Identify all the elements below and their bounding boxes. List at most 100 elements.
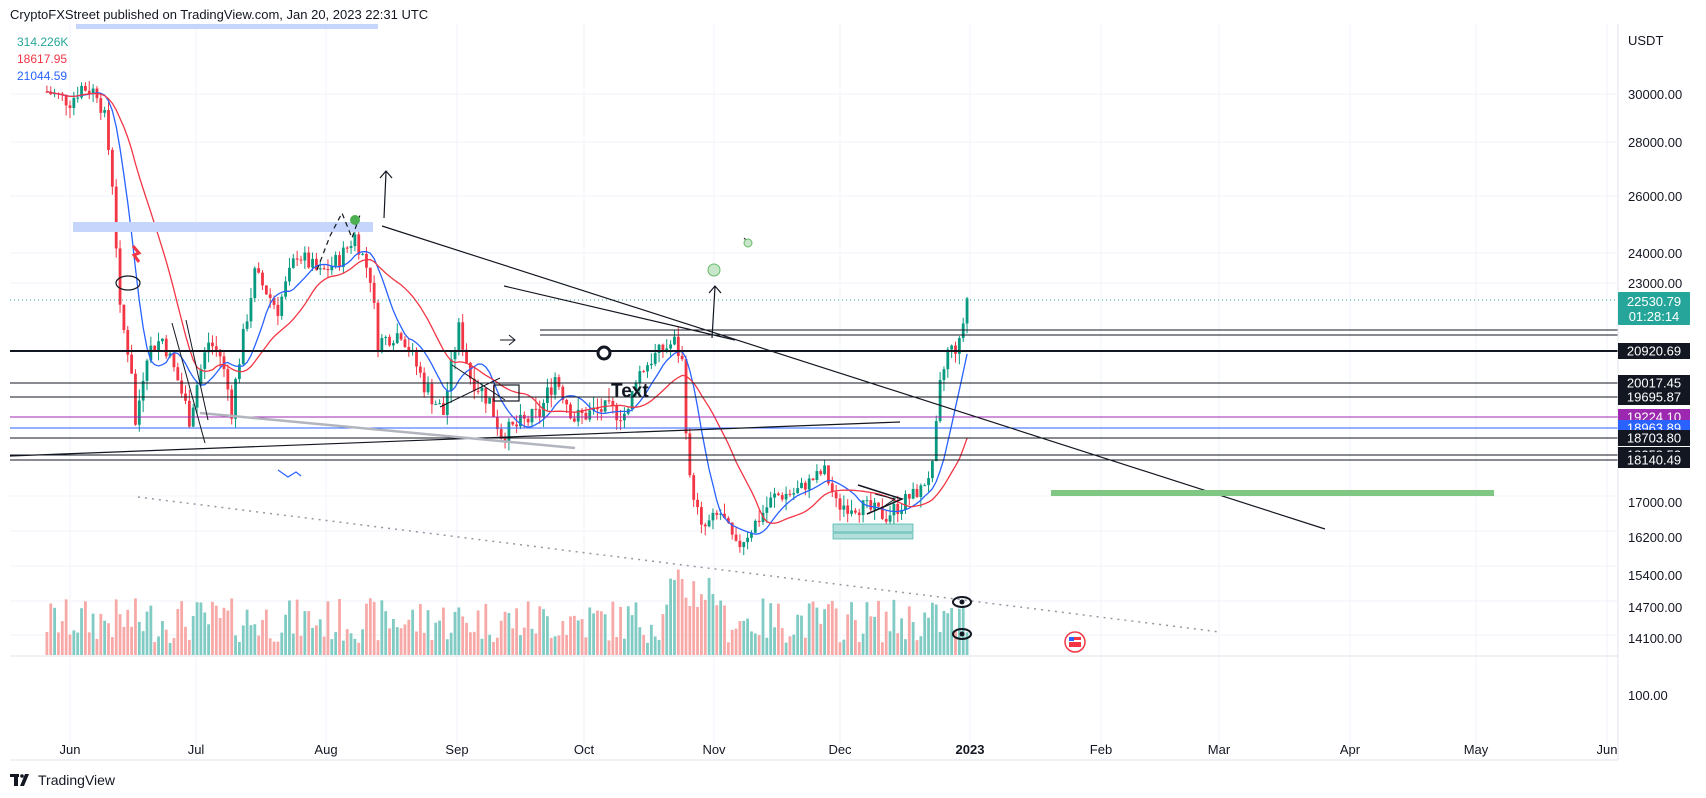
candle (915, 484, 919, 499)
candle (715, 510, 719, 520)
volume-bar (800, 615, 803, 655)
volume-bar (484, 603, 488, 655)
green-target-zone[interactable] (1051, 490, 1494, 496)
candle (530, 408, 534, 427)
price-axis[interactable]: 30000.00 28000.00 26000.00 24000.00 23000.00… (1628, 87, 1682, 703)
triangle-pattern-inner[interactable] (874, 493, 897, 510)
volume-bar (784, 642, 788, 655)
candle (827, 465, 830, 486)
candle (753, 519, 757, 534)
teal-zone-2[interactable] (832, 532, 914, 540)
eye-icon[interactable] (952, 628, 972, 640)
volume-bar (338, 599, 341, 655)
volume-bar (965, 632, 969, 655)
legend-ma-slow: 18617.95 (17, 52, 67, 66)
price-tick-label: 17000.00 (1628, 495, 1682, 510)
footer-brand-label: TradingView (38, 772, 116, 788)
volume-bar (307, 611, 311, 655)
volume-bar (642, 634, 646, 655)
volume-bar (72, 630, 76, 655)
red-flag-mark (131, 245, 142, 263)
time-axis[interactable]: Jun Jul Aug Sep Oct Nov Dec 2023 Feb Mar Apr May Jun (60, 742, 1618, 757)
candle (480, 382, 484, 402)
volume-bar (64, 599, 68, 655)
quote-currency-label: USDT (1628, 33, 1663, 48)
volume-bar (530, 628, 534, 655)
candle (511, 421, 515, 427)
volume-bar (557, 635, 561, 655)
volume-bar (838, 642, 842, 655)
volume-bar (457, 607, 461, 655)
volume-bar (522, 627, 526, 655)
volume-bar (572, 615, 576, 655)
candle (942, 366, 946, 391)
candle (288, 257, 291, 286)
volume-bar (399, 628, 403, 655)
candle (264, 285, 268, 296)
volume-bar (384, 611, 388, 655)
candle (245, 314, 249, 332)
small-green-circle[interactable] (743, 238, 753, 248)
ring-marker[interactable] (596, 345, 612, 361)
blue-zone-top[interactable] (76, 24, 378, 29)
volume-bar (561, 621, 565, 655)
green-dot-aug[interactable] (350, 215, 360, 225)
candle (565, 398, 569, 413)
volume-bar (403, 624, 407, 655)
candle (911, 482, 915, 500)
candle (130, 344, 133, 374)
candle (700, 501, 703, 534)
candle (923, 483, 927, 487)
volume-bar (407, 619, 411, 655)
volume-bar (734, 628, 738, 655)
candle (280, 293, 284, 320)
candle (164, 335, 168, 359)
volume-bar (161, 621, 164, 655)
text-annotation[interactable]: Text (611, 381, 649, 402)
candles (45, 81, 969, 556)
volume-bar (950, 608, 954, 655)
triangle-pattern[interactable] (857, 484, 905, 515)
candle (546, 378, 549, 412)
volume-bar (611, 601, 615, 655)
candle (472, 368, 476, 400)
volume-bar (711, 594, 715, 655)
candle (488, 397, 492, 404)
volume-bar (253, 624, 257, 655)
candle (642, 369, 646, 373)
volume-bar (388, 628, 391, 655)
volume-bar (322, 636, 326, 655)
volume-bar (53, 607, 56, 655)
eye-icon[interactable] (952, 596, 972, 608)
inner-trendline[interactable] (503, 285, 736, 341)
us-flag-event-icon[interactable] (1064, 631, 1086, 653)
candle (261, 270, 264, 290)
volume-bar (919, 636, 923, 655)
candle (203, 347, 207, 379)
volume-bar (946, 613, 950, 655)
candle (207, 332, 210, 363)
blue-resistance-zone[interactable] (73, 222, 373, 232)
volume-bar (738, 621, 742, 655)
volume-bar (777, 603, 780, 655)
volume-bar (931, 602, 934, 655)
volume-bar (207, 624, 210, 655)
candle (415, 347, 418, 376)
candle (649, 353, 653, 370)
volume-bar (757, 635, 761, 655)
candle (653, 343, 657, 367)
descending-trendline[interactable] (381, 225, 1326, 530)
lower-support-trendline[interactable] (9, 421, 901, 457)
volume-bar (311, 627, 314, 655)
volume-bar (214, 605, 218, 655)
green-circle-nov[interactable] (707, 263, 721, 277)
candle (931, 460, 934, 483)
candle (434, 400, 438, 406)
teal-zone-1[interactable] (832, 523, 914, 533)
volume-bar (449, 632, 453, 655)
volume-bar (846, 614, 850, 655)
candle (84, 82, 87, 92)
volume-bar (488, 634, 492, 655)
footer-brand[interactable]: TradingView (10, 772, 115, 788)
